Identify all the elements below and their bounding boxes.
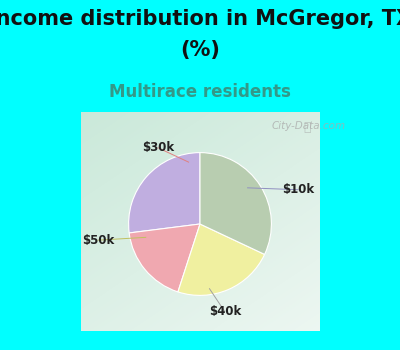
Text: ⌕: ⌕ <box>303 121 310 134</box>
Text: $40k: $40k <box>209 305 241 318</box>
Text: Multirace residents: Multirace residents <box>109 83 291 102</box>
Text: City-Data.com: City-Data.com <box>272 121 346 131</box>
Wedge shape <box>178 224 265 295</box>
Text: Income distribution in McGregor, TX: Income distribution in McGregor, TX <box>0 9 400 29</box>
Wedge shape <box>129 224 200 292</box>
Wedge shape <box>129 153 200 233</box>
Text: $10k: $10k <box>282 183 314 196</box>
Wedge shape <box>200 153 271 254</box>
Text: $50k: $50k <box>82 234 114 247</box>
Text: (%): (%) <box>180 40 220 61</box>
Text: $30k: $30k <box>142 141 174 154</box>
